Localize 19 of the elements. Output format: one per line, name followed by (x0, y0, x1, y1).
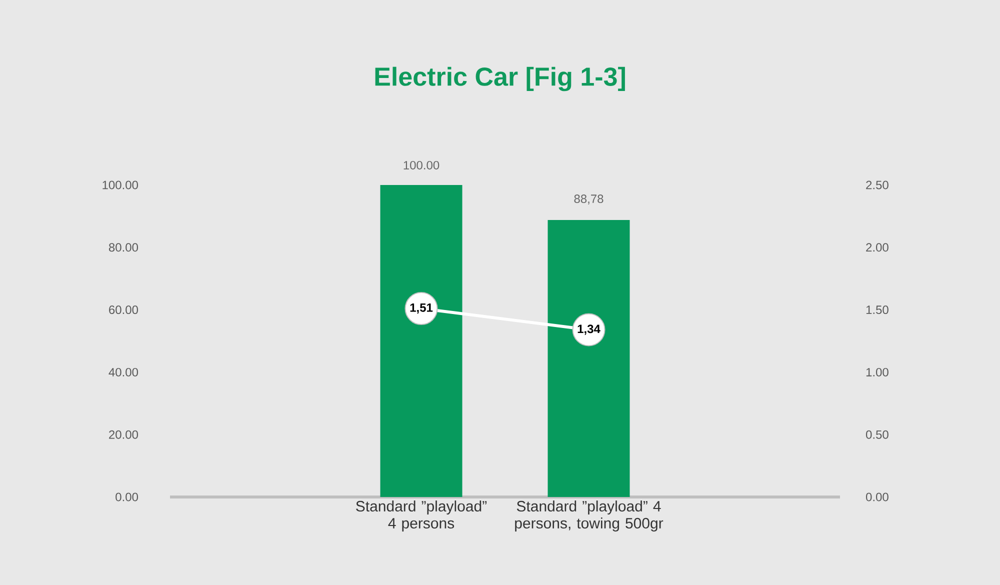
y2-tick-label: 1.00 (866, 368, 888, 376)
y2-tick-label: 2.00 (866, 243, 888, 252)
y-tick-label: 0.00 (116, 492, 138, 502)
y-tick-label: 80.00 (108, 243, 138, 252)
data-label: 1,51 (410, 303, 433, 314)
data-label: 88,78 (574, 194, 604, 204)
data-label: 100.00 (404, 160, 440, 170)
y-tick-label: 20.00 (109, 430, 138, 439)
chart-title: Electric Car [Fig 1-3] (375, 66, 625, 92)
y-tick-label: 60.00 (109, 306, 138, 314)
x-tick-label: Standard ”playload” 4 persons (356, 500, 487, 532)
y-tick-label: 40.00 (108, 368, 138, 376)
y2-tick-label: 0.50 (866, 430, 888, 439)
y-tick-label: 100.00 (102, 180, 138, 190)
x-tick-label: Standard ”playload” 4 persons, towing 500gr (515, 500, 664, 532)
y2-tick-label: 1.50 (866, 306, 888, 314)
y2-tick-label: 2.50 (866, 180, 888, 190)
data-label: 1,34 (578, 324, 600, 335)
y2-tick-label: 0.00 (866, 492, 888, 502)
